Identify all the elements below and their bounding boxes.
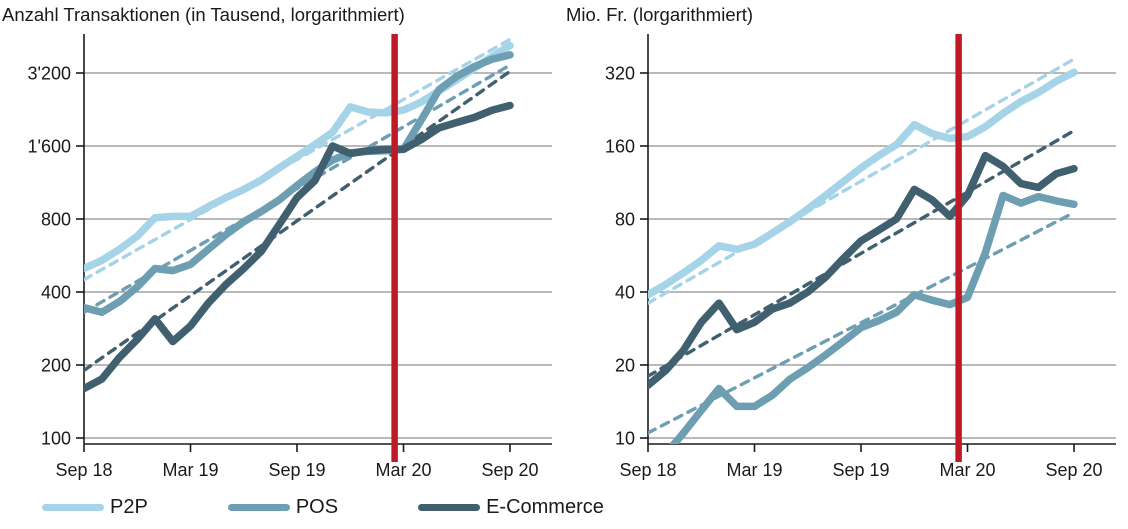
chart-title-value: Mio. Fr. (lorgarithmiert) [566,4,754,25]
x-tick-label-3: Mar 20 [939,460,995,480]
y-tick-label-10: 10 [615,429,635,449]
chart-panel-transactions: Anzahl Transaktionen (in Tausend, lorgar… [0,0,564,490]
series-line-P2P [84,41,514,273]
chart-title-transactions: Anzahl Transaktionen (in Tausend, lorgar… [2,4,405,25]
x-tick-label-0: Sep 18 [619,460,676,480]
series-line-POS [84,51,514,317]
y-tick-label-20: 20 [615,356,635,376]
legend-item-p2p: P2P [42,496,148,519]
chart-svg-0: 3'200 1'600 800 400 200 100 Sep 18 Mar 19 Sep 19… [28,34,552,480]
legend-label-pos: POS [295,495,339,518]
x-tick-label-1: Mar 19 [162,460,218,480]
legend-label-ecommerce: E-Commerce [486,495,604,518]
trend-line-P2P-trend [648,57,1076,305]
legend: P2P POS E-Commerce [42,492,604,522]
trend-line-POS-trend [648,210,1076,435]
chart-panel-value: Mio. Fr. (lorgarithmiert) 320 160 80 40 20 10… [564,0,1128,490]
y-tick-label-80: 80 [615,210,635,230]
x-tick-label-2: Sep 19 [832,460,889,480]
y-tick-label-1600: 1'600 [28,137,71,157]
y-tick-label-100: 100 [41,429,71,449]
chart-svg-1: 320 160 80 40 20 10 Sep 18 Mar 19 Sep 19 Mar 20 Se… [605,34,1116,480]
y-tick-label-400: 400 [41,283,71,303]
series-line-POS [669,191,1078,444]
legend-item-ecommerce: E-Commerce [418,496,604,519]
x-tick-label-4: Sep 20 [481,460,538,480]
y-tick-label-3200: 3'200 [28,64,71,84]
legend-label-p2p: P2P [110,495,148,518]
legend-swatch-pos [227,503,290,511]
x-tick-label-4: Sep 20 [1045,460,1102,480]
legend-swatch-ecommerce [418,503,481,511]
trend-line-E-Commerce-trend [648,129,1076,378]
y-tick-label-200: 200 [41,356,71,376]
series-line-E-Commerce [648,151,1078,390]
series-line-P2P [648,68,1078,299]
trend-line-E-Commerce-trend [84,69,512,373]
legend-item-pos: POS [227,495,339,519]
legend-swatch-p2p [42,503,104,511]
x-tick-label-1: Mar 19 [726,460,782,480]
y-tick-label-40: 40 [615,283,635,303]
x-tick-label-2: Sep 19 [268,460,325,480]
y-tick-label-160: 160 [605,137,635,157]
series-line-E-Commerce [84,101,514,393]
x-tick-label-0: Sep 18 [55,460,112,480]
y-tick-label-320: 320 [605,64,635,84]
y-tick-label-800: 800 [41,210,71,230]
x-tick-label-3: Mar 20 [375,460,431,480]
